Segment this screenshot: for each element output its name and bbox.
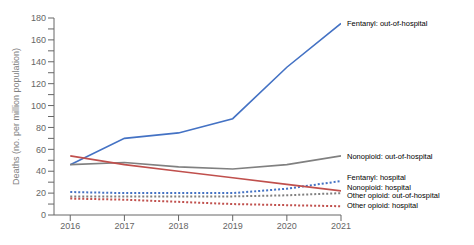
svg-text:2020: 2020 <box>277 221 297 231</box>
svg-text:2019: 2019 <box>223 221 243 231</box>
svg-text:60: 60 <box>36 145 46 155</box>
svg-text:80: 80 <box>36 123 46 133</box>
svg-text:Nonopioid: hospital: Nonopioid: hospital <box>347 183 411 193</box>
svg-text:0: 0 <box>41 210 46 220</box>
svg-text:180: 180 <box>31 13 46 23</box>
svg-text:Fentanyl: hospital: Fentanyl: hospital <box>347 173 406 182</box>
svg-text:Fentanyl: out-of-hospital: Fentanyl: out-of-hospital <box>347 19 428 28</box>
svg-text:Deaths (no. per million popula: Deaths (no. per million population) <box>11 48 21 185</box>
svg-text:Other opioid: hospital: Other opioid: hospital <box>347 201 418 210</box>
svg-text:160: 160 <box>31 35 46 45</box>
svg-text:20: 20 <box>36 188 46 198</box>
svg-text:40: 40 <box>36 166 46 176</box>
svg-text:Nonopioid: out-of-hospital: Nonopioid: out-of-hospital <box>347 152 433 161</box>
svg-text:120: 120 <box>31 79 46 89</box>
svg-text:2018: 2018 <box>169 221 189 231</box>
svg-text:140: 140 <box>31 57 46 67</box>
svg-text:2021: 2021 <box>331 221 351 231</box>
svg-text:Other opioid: out-of-hospital: Other opioid: out-of-hospital <box>347 191 440 200</box>
svg-text:2016: 2016 <box>60 221 80 231</box>
svg-text:100: 100 <box>31 101 46 111</box>
svg-text:2017: 2017 <box>114 221 134 231</box>
